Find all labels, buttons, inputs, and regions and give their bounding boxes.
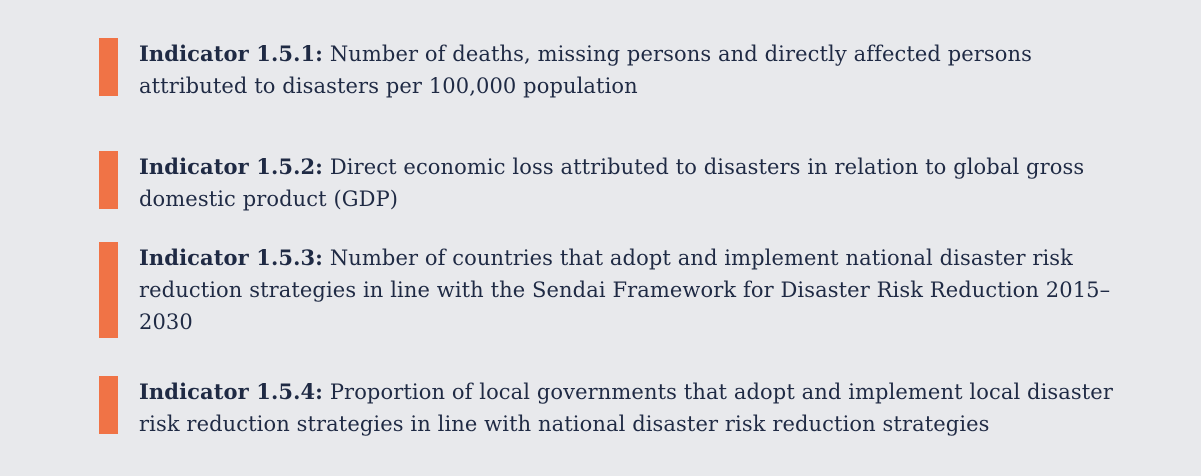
accent-bar <box>99 376 118 434</box>
indicator-label: Indicator 1.5.3: <box>139 245 324 270</box>
indicator-label: Indicator 1.5.2: <box>139 154 324 179</box>
indicator-text: Indicator 1.5.1: Number of deaths, missi… <box>139 38 1129 102</box>
indicator-text: Indicator 1.5.3: Number of countries tha… <box>139 242 1129 338</box>
indicator-label: Indicator 1.5.4: <box>139 379 324 404</box>
accent-bar <box>99 242 118 338</box>
indicator-text: Indicator 1.5.4: Proportion of local gov… <box>139 376 1129 440</box>
accent-bar <box>99 38 118 96</box>
indicator-description: Number of countries that adopt and imple… <box>139 246 1111 334</box>
accent-bar <box>99 151 118 209</box>
indicator-label: Indicator 1.5.1: <box>139 41 324 66</box>
indicator-description: Direct economic loss attributed to disas… <box>139 155 1085 211</box>
indicator-description: Proportion of local governments that ado… <box>139 380 1113 436</box>
indicator-description: Number of deaths, missing persons and di… <box>139 42 1033 98</box>
indicator-text: Indicator 1.5.2: Direct economic loss at… <box>139 151 1129 215</box>
